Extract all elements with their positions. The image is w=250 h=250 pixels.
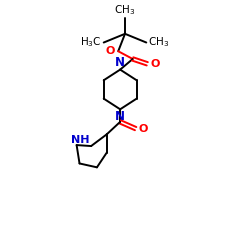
Text: H$_3$C: H$_3$C <box>80 36 102 50</box>
Text: CH$_3$: CH$_3$ <box>114 4 136 17</box>
Text: NH: NH <box>71 135 89 145</box>
Text: CH$_3$: CH$_3$ <box>148 36 170 50</box>
Text: O: O <box>106 46 115 56</box>
Text: O: O <box>138 124 148 134</box>
Text: N: N <box>115 56 125 69</box>
Text: O: O <box>150 59 160 69</box>
Text: N: N <box>115 110 125 123</box>
